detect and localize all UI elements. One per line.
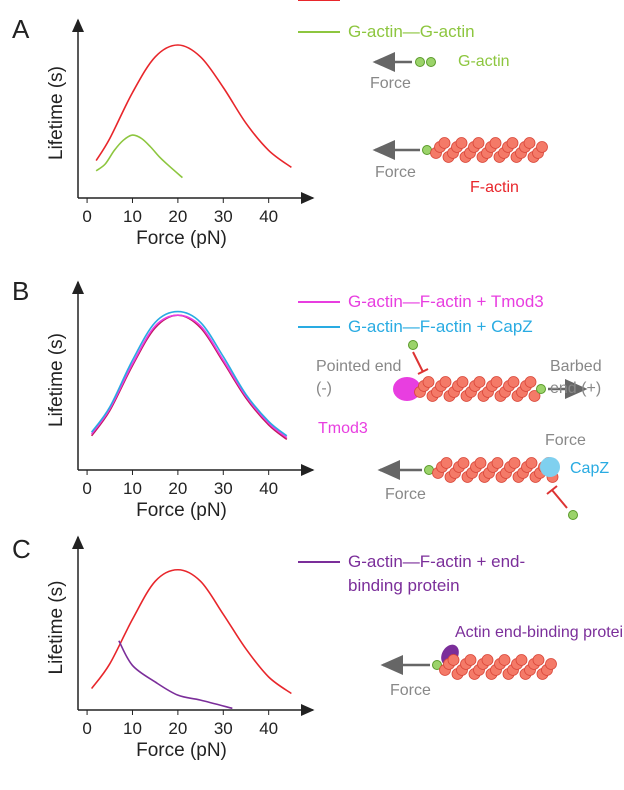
y-axis-label: Lifetime (s) [46, 581, 67, 675]
x-axis-label: Force (pN) [136, 500, 227, 521]
actin-subunit [474, 457, 487, 469]
x-tick-label: 10 [123, 207, 142, 226]
actin-subunit [525, 457, 538, 469]
actin-subunit [456, 376, 469, 388]
legend-label: G-actin—F-actin + CapZ [348, 317, 533, 336]
actin-subunit [508, 457, 521, 469]
actin-subunit [440, 457, 453, 469]
panel-letter: C [12, 534, 31, 564]
tmod3 [393, 377, 421, 401]
actin-subunit [524, 376, 537, 388]
actin-subunit [464, 654, 477, 666]
x-axis-label: Force (pN) [136, 740, 227, 761]
actin-subunit [545, 658, 557, 670]
diagram-label: Force [545, 432, 586, 449]
g-actin [568, 510, 578, 520]
actin-subunit [489, 137, 502, 149]
inhibit [546, 485, 568, 509]
x-axis-label: Force (pN) [136, 228, 227, 249]
x-tick-label: 40 [259, 719, 278, 738]
x-tick-label: 0 [82, 719, 91, 738]
diagram-label: Force [375, 164, 416, 181]
legend-label: G-actin—G-actin [348, 22, 475, 41]
x-tick-label: 40 [259, 207, 278, 226]
g-actin [408, 340, 418, 350]
actin-subunit [490, 376, 503, 388]
actin-subunit [515, 654, 528, 666]
actin-subunit [507, 376, 520, 388]
series-line [90, 310, 288, 437]
actin-subunit [506, 137, 519, 149]
g-actin [415, 57, 425, 67]
g-actin [426, 57, 436, 67]
g-actin [536, 384, 546, 394]
actin-subunit [455, 137, 468, 149]
y-axis-label: Lifetime (s) [46, 333, 67, 427]
series-line [90, 314, 288, 439]
actin-subunit [532, 654, 545, 666]
actin-subunit [498, 654, 511, 666]
actin-subunit [528, 390, 541, 402]
legend-label: G-actin—F-actin + Tmod3 [348, 292, 544, 311]
series-line [90, 568, 292, 695]
actin-subunit [523, 137, 536, 149]
x-tick-label: 20 [168, 479, 187, 498]
g-actin [432, 660, 442, 670]
actin-subunit [438, 137, 451, 149]
actin-subunit [491, 457, 504, 469]
panel-letter: A [12, 14, 30, 44]
actin-subunit [536, 141, 548, 153]
diagram-label: Force [385, 486, 426, 503]
x-tick-label: 40 [259, 479, 278, 498]
x-tick-label: 0 [82, 479, 91, 498]
diagram-label: Force [370, 75, 411, 92]
capz [540, 457, 560, 477]
actin-subunit [473, 376, 486, 388]
series-line [95, 134, 183, 179]
x-tick-label: 20 [168, 719, 187, 738]
x-tick-label: 0 [82, 207, 91, 226]
y-axis-label: Lifetime (s) [46, 66, 67, 160]
diagram-label: Pointed end (-) [316, 358, 402, 397]
series-line [118, 640, 233, 710]
x-tick-label: 10 [123, 479, 142, 498]
actin-subunit [447, 654, 460, 666]
legend-label: G-actin—F-actin + end-binding protein [348, 552, 526, 595]
actin-subunit [422, 376, 435, 388]
diagram-label: Force [390, 682, 431, 699]
x-tick-label: 30 [214, 479, 233, 498]
diagram-label: Tmod3 [318, 420, 368, 437]
panel-letter: B [12, 276, 29, 306]
series-line [90, 314, 288, 441]
diagram-label: F-actin [470, 179, 519, 196]
diagram-label: G-actin [458, 53, 510, 70]
diagram-label: CapZ [570, 460, 610, 477]
x-tick-label: 30 [214, 719, 233, 738]
series-line [95, 44, 292, 169]
actin-subunit [472, 137, 485, 149]
x-tick-label: 30 [214, 207, 233, 226]
diagram-label: Barbed end (+) [550, 358, 602, 397]
x-tick-label: 20 [168, 207, 187, 226]
inhibit [412, 351, 429, 375]
actin-subunit [457, 457, 470, 469]
diagram-label: Actin end-binding protein [455, 624, 624, 641]
actin-subunit [481, 654, 494, 666]
actin-subunit [439, 376, 452, 388]
x-tick-label: 10 [123, 719, 142, 738]
